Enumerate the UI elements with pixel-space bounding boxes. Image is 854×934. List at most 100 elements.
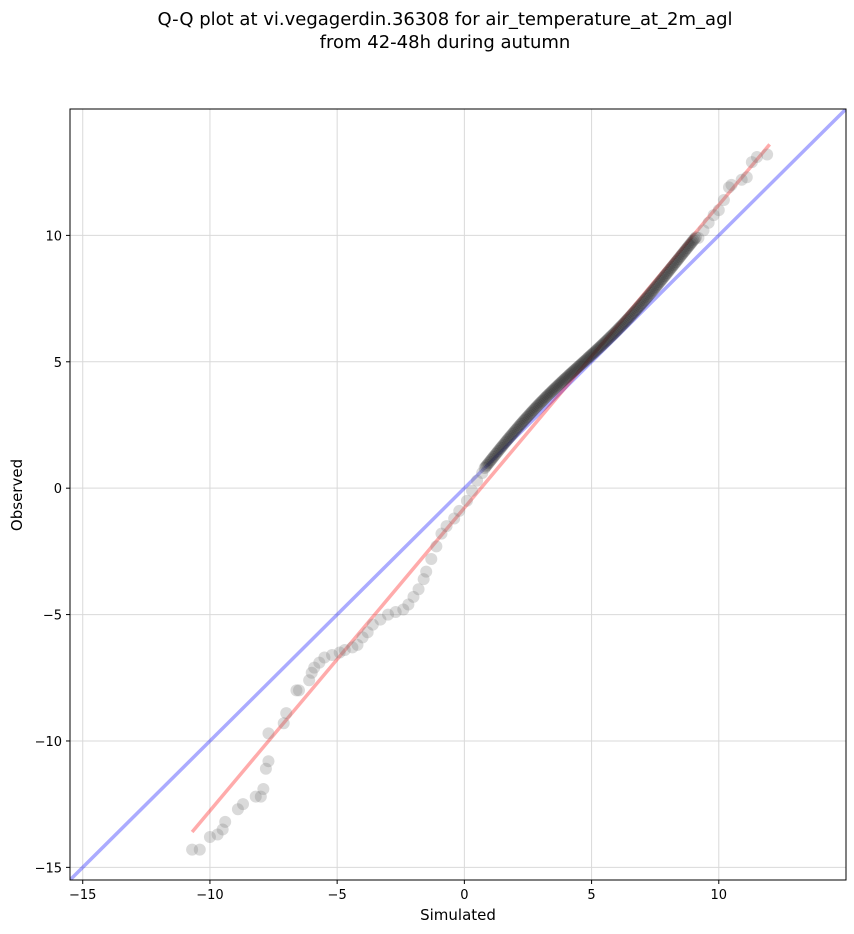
scatter-point — [613, 321, 626, 334]
scatter-point — [483, 455, 496, 468]
scatter-point — [262, 727, 275, 740]
scatter-point — [664, 262, 677, 275]
scatter-point — [632, 301, 645, 314]
scatter-point — [526, 405, 539, 418]
scatter-point — [553, 377, 566, 390]
scatter-point — [676, 248, 689, 261]
scatter-point — [603, 331, 616, 344]
scatter-point — [646, 285, 659, 298]
scatter-point — [518, 413, 531, 426]
scatter-point — [717, 194, 730, 207]
scatter-point — [616, 319, 629, 332]
scatter-point — [435, 527, 448, 540]
chart-title-line-1: Q-Q plot at vi.vegagerdin.36308 for air_… — [157, 9, 733, 30]
x-tick-label: −15 — [69, 888, 96, 903]
scatter-point — [563, 368, 576, 381]
scatter-point — [604, 330, 617, 343]
x-tick-label: 5 — [587, 888, 595, 903]
scatter-point — [502, 432, 515, 445]
scatter-point — [507, 426, 520, 439]
scatter-point — [542, 388, 555, 401]
scatter-point — [574, 358, 587, 371]
scatter-point — [658, 270, 671, 283]
scatter-point — [512, 420, 525, 433]
scatter-point — [589, 344, 602, 357]
scatter-point — [611, 324, 624, 337]
scatter-point — [487, 451, 500, 464]
scatter-point — [577, 356, 590, 369]
scatter-point — [669, 256, 682, 269]
scatter-point — [494, 441, 507, 454]
y-axis-label: Observed — [8, 459, 26, 531]
scatter-point — [750, 151, 763, 164]
scatter-point — [735, 173, 748, 186]
scatter-point — [598, 336, 611, 349]
scatter-point — [552, 378, 565, 391]
scatter-point — [277, 717, 290, 730]
scatter-point — [572, 360, 585, 373]
scatter-point — [303, 674, 316, 687]
scatter-point — [517, 415, 530, 428]
scatter-point — [637, 295, 650, 308]
y-tick-label: 10 — [45, 229, 62, 244]
scatter-point — [546, 384, 559, 397]
scatter-point — [617, 317, 630, 330]
scatter-point — [346, 641, 359, 654]
scatter-point — [648, 282, 661, 295]
one-to-one-line — [70, 109, 846, 880]
scatter-point — [508, 425, 521, 438]
scatter-point — [536, 394, 549, 407]
scatter-point — [313, 656, 326, 669]
scatter-point — [549, 381, 562, 394]
scatter-point — [566, 366, 579, 379]
scatter-point — [417, 573, 430, 586]
scatter-point — [551, 380, 564, 393]
scatter-point — [533, 397, 546, 410]
scatter-point — [581, 352, 594, 365]
scatter-point — [361, 626, 374, 639]
scatter-point — [537, 393, 550, 406]
scatter-point — [382, 608, 395, 621]
y-tick-label: −5 — [43, 609, 62, 624]
scatter-point — [465, 484, 478, 497]
scatter-point — [647, 283, 660, 296]
scatter-point — [254, 790, 267, 803]
scatter-point — [476, 467, 489, 480]
scatter-point — [588, 345, 601, 358]
y-tick-label: 5 — [54, 356, 62, 371]
scatter-point — [576, 357, 589, 370]
scatter-point — [547, 383, 560, 396]
scatter-point — [262, 755, 275, 768]
scatter-point — [482, 457, 495, 470]
scatter-point — [644, 286, 657, 299]
scatter-point — [681, 242, 694, 255]
scatter-point — [538, 392, 551, 405]
scatter-point — [488, 449, 501, 462]
scatter-point — [597, 337, 610, 350]
scatter-point — [652, 277, 665, 290]
scatter-point — [633, 299, 646, 312]
scatter-point — [702, 216, 715, 229]
scatter-point — [534, 396, 547, 409]
scatter-point — [448, 512, 461, 525]
scatter-point — [514, 417, 527, 430]
scatter-point — [584, 349, 597, 362]
scatter-point — [571, 361, 584, 374]
scatter-point — [583, 350, 596, 363]
scatter-point — [280, 707, 293, 720]
plot-frame — [69, 108, 847, 881]
scatter-point — [599, 335, 612, 348]
scatter-point — [366, 618, 379, 631]
scatter-point — [582, 351, 595, 364]
chart-title-line-2: from 42-48h during autumn — [319, 32, 571, 53]
scatter-point — [492, 444, 505, 457]
scatter-point — [412, 583, 425, 596]
scatter-point — [292, 684, 305, 697]
scatter-point — [587, 346, 600, 359]
scatter-point — [211, 828, 224, 841]
scatter-point — [636, 297, 649, 310]
scatter-point — [484, 454, 497, 467]
scatter-point — [683, 238, 696, 251]
scatter-point — [602, 332, 615, 345]
scatter-point — [629, 304, 642, 317]
